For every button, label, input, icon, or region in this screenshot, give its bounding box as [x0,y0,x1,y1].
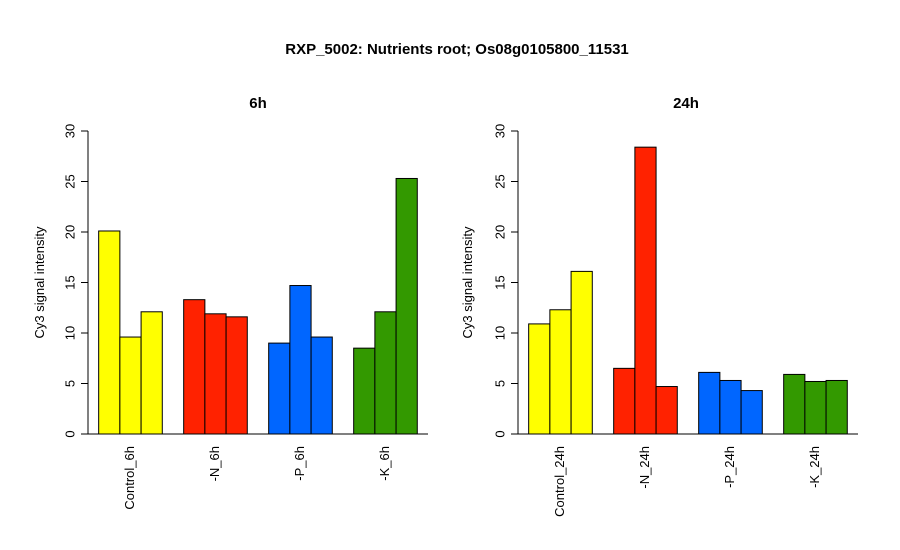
y-tick-label: 0 [62,430,77,437]
y-tick-label: 5 [62,380,77,387]
bar [204,313,227,435]
bar [225,316,248,435]
y-tick-label: 15 [492,275,507,289]
y-tick-label: 10 [62,326,77,340]
bar [98,230,121,435]
bar [140,311,163,435]
main-title: RXP_5002: Nutrients root; Os08g0105800_1… [285,41,629,58]
y-tick-label: 0 [492,430,507,437]
x-tick-label: -N_6h [207,446,222,481]
bar [655,386,678,435]
bar [310,336,333,435]
bar [183,299,206,435]
bar [353,347,376,435]
x-tick-label: -P_6h [292,446,307,481]
y-tick-label: 5 [492,380,507,387]
y-axis-label: Cy3 signal intensity [32,226,47,338]
y-tick-label: 20 [492,225,507,239]
bar [374,311,397,435]
bar [825,379,848,435]
bar [268,342,291,435]
y-tick-label: 30 [492,124,507,138]
bar [119,336,142,435]
bar [783,373,806,435]
x-tick-label: -K_24h [807,446,822,488]
bar [804,380,827,435]
bar [634,146,657,435]
panel-title: 6h [249,95,267,112]
bar [740,390,763,435]
bar [528,323,551,435]
y-tick-label: 25 [492,174,507,188]
bar [570,270,593,435]
bar [289,285,312,435]
x-tick-label: -N_24h [637,446,652,489]
bar [613,367,636,435]
x-tick-label: Control_24h [552,446,567,517]
x-tick-label: -P_24h [722,446,737,488]
x-tick-label: -K_6h [377,446,392,481]
panel-24h: 24h Cy3 signal intensity 0 5 10 15 20 25 30 Contr… [460,95,858,517]
y-tick-label: 25 [62,174,77,188]
bar [698,371,721,435]
panel-title: 24h [673,95,699,112]
y-tick-label: 15 [62,275,77,289]
x-tick-label: Control_6h [122,446,137,510]
y-tick-label: 10 [492,326,507,340]
y-tick-label: 20 [62,225,77,239]
y-axis-label: Cy3 signal intensity [460,226,475,338]
bar [395,177,418,435]
bar [719,379,742,435]
panel-6h: 6h Cy3 signal intensity 0 5 10 15 20 25 30 Contro… [32,95,428,510]
bar [549,309,572,435]
y-tick-label: 30 [62,124,77,138]
